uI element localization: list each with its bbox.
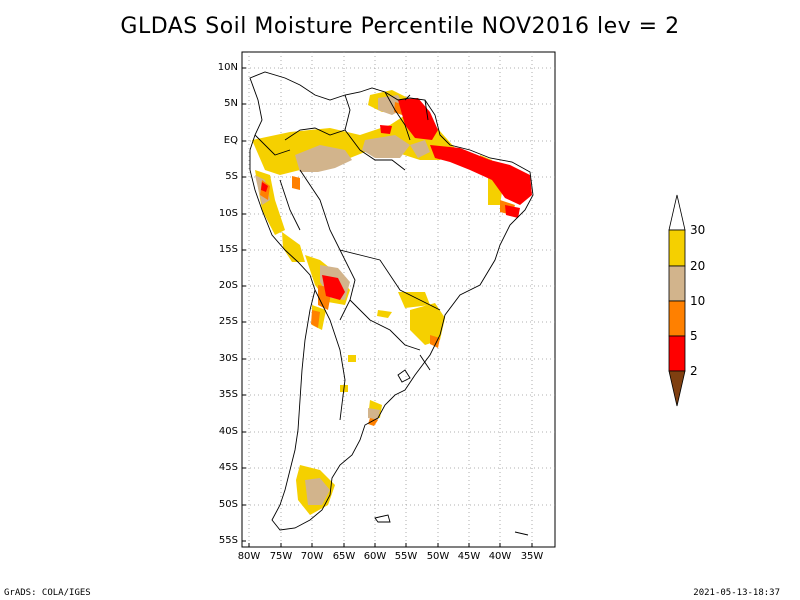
lat-label-35s: 35S [218,389,238,400]
legend-label-20: 20 [690,259,706,273]
lat-label-20s: 20S [218,280,238,291]
lat-label-15s: 15S [218,244,238,255]
lat-label-5n: 5N [224,98,238,109]
lat-label-40s: 40S [218,426,238,437]
legend-swatch-2-5 [668,335,686,372]
lat-label-30s: 30S [218,353,238,364]
legend-label-10: 10 [690,294,706,308]
legend-swatch-10-20 [668,265,686,302]
legend-colorbar [668,194,686,407]
lat-label-10n: 10N [217,62,238,73]
lon-label-50w: 50W [426,551,450,562]
legend-swatch-above-30 [668,194,686,231]
coastlines [249,71,534,536]
lon-label-80w: 80W [237,551,261,562]
lat-label-50s: 50S [218,499,238,510]
tick-marks [242,67,533,547]
legend-swatch-5-10 [668,300,686,337]
lat-label-eq: EQ [223,135,238,146]
lat-label-10s: 10S [218,208,238,219]
footer-timestamp: 2021-05-13-18:37 [693,588,780,598]
legend-label-30: 30 [690,223,706,237]
footer-credit: GrADS: COLA/IGES [4,588,91,598]
lat-label-5s: 5S [225,171,238,182]
lon-label-40w: 40W [488,551,512,562]
lat-label-25s: 25S [218,316,238,327]
lon-label-65w: 65W [332,551,356,562]
lon-label-35w: 35W [520,551,544,562]
lon-label-55w: 55W [394,551,418,562]
lon-label-75w: 75W [269,551,293,562]
legend-swatch-20-30 [668,229,686,267]
legend-label-2: 2 [690,364,698,378]
lon-label-45w: 45W [457,551,481,562]
map-title: GLDAS Soil Moisture Percentile NOV2016 l… [120,14,680,39]
lon-label-60w: 60W [363,551,387,562]
shading-2-5 [261,98,532,300]
legend-swatch-below-2 [668,370,686,407]
lat-label-45s: 45S [218,462,238,473]
lat-label-55s: 55S [218,535,238,546]
lon-label-70w: 70W [300,551,324,562]
legend-label-5: 5 [690,329,698,343]
